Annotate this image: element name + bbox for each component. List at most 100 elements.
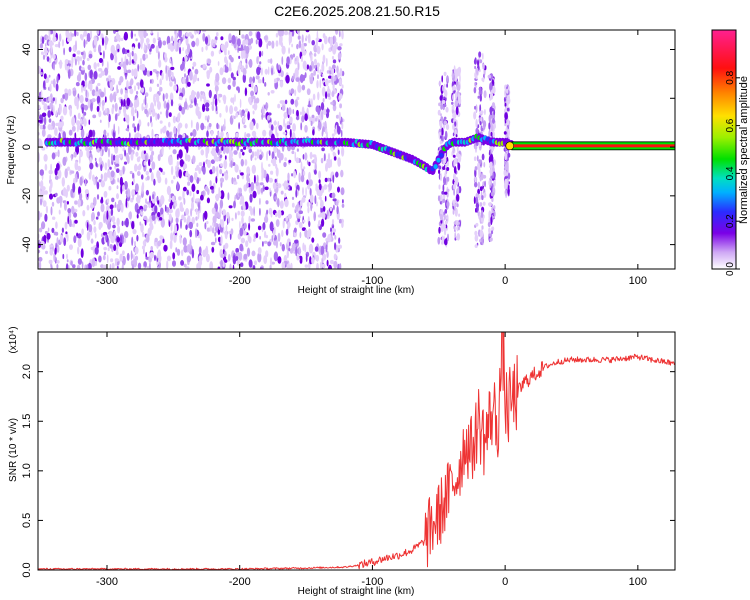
noise-blob [248, 215, 251, 223]
noise-blob [311, 237, 315, 243]
noise-blob [106, 254, 109, 264]
noise-blob [251, 164, 256, 174]
noise-blob [249, 121, 254, 131]
noise-blob [63, 237, 67, 247]
noise-blob [504, 112, 508, 120]
noise-blob [301, 42, 305, 52]
noise-blob [308, 100, 311, 108]
noise-blob [219, 177, 225, 183]
noise-blob [183, 216, 187, 223]
noise-blob [140, 39, 143, 50]
noise-blob [132, 172, 135, 179]
noise-blob [280, 70, 284, 78]
noise-blob [225, 224, 228, 232]
noise-blob [331, 133, 335, 137]
noise-blob [136, 234, 139, 242]
noise-blob [154, 254, 156, 261]
noise-blob [444, 89, 448, 98]
noise-blob [329, 36, 334, 46]
noise-blob [336, 65, 339, 74]
noise-blob [320, 245, 325, 256]
noise-blob [261, 106, 264, 115]
noise-blob [236, 174, 240, 180]
noise-blob [215, 175, 218, 184]
x-tick-label: -100 [361, 576, 383, 588]
noise-blob [488, 217, 491, 224]
noise-blob [88, 119, 91, 125]
noise-blob [490, 107, 494, 112]
noise-blob [215, 110, 219, 115]
noise-blob [237, 87, 240, 94]
noise-blob [130, 250, 133, 261]
noise-blob [48, 74, 51, 78]
noise-blob [64, 91, 69, 101]
noise-blob [77, 125, 81, 130]
noise-blob [38, 249, 41, 254]
noise-blob [320, 110, 324, 121]
noise-blob [292, 123, 296, 132]
noise-blob [313, 70, 316, 76]
noise-blob [126, 97, 131, 107]
noise-blob [157, 101, 161, 110]
noise-blob [338, 218, 342, 224]
spectrogram-x-ticks: -300 -200 -100 0 100 [96, 30, 647, 287]
noise-blob [87, 64, 92, 71]
noise-blob [170, 99, 174, 107]
noise-blob [149, 168, 152, 173]
noise-blob [200, 91, 203, 95]
noise-blob [445, 106, 449, 113]
noise-blob [339, 103, 342, 109]
noise-blob [330, 43, 332, 48]
noise-blob [279, 242, 282, 247]
noise-blob [86, 32, 91, 42]
noise-blob [268, 177, 273, 183]
noise-blob [194, 167, 198, 172]
noise-blob [489, 237, 493, 242]
noise-blob [325, 57, 328, 67]
noise-blob [296, 30, 300, 34]
noise-blob [323, 206, 326, 212]
noise-blob [321, 218, 325, 227]
noise-blob [294, 239, 299, 244]
noise-blob [262, 76, 265, 84]
noise-blob [302, 154, 305, 160]
noise-blob [288, 89, 291, 96]
noise-blob [207, 115, 210, 121]
noise-blob [136, 110, 139, 119]
snr-plot-area [38, 332, 675, 570]
noise-blob [162, 238, 165, 244]
noise-blob [80, 128, 85, 139]
noise-blob [325, 91, 328, 99]
noise-blob [481, 172, 484, 181]
noise-blob [141, 103, 144, 112]
noise-blob [168, 121, 171, 128]
noise-blob [302, 242, 305, 251]
noise-blob [152, 37, 156, 44]
noise-blob [134, 85, 136, 92]
noise-blob [102, 255, 106, 261]
noise-blob [259, 154, 263, 161]
noise-blob [97, 211, 100, 217]
noise-blob [263, 255, 268, 265]
noise-blob [173, 233, 177, 243]
noise-blob [67, 69, 71, 79]
noise-blob [267, 59, 271, 63]
noise-blob [38, 239, 41, 244]
noise-blob [194, 171, 198, 181]
noise-blob [220, 259, 224, 268]
noise-blob [321, 73, 324, 78]
noise-blob [335, 171, 339, 178]
noise-blob [304, 72, 307, 79]
noise-blob [310, 54, 313, 63]
noise-blob [475, 203, 480, 209]
noise-blob [272, 182, 277, 190]
noise-blob [159, 261, 161, 269]
noise-blob [93, 219, 96, 226]
noise-blob [443, 71, 447, 76]
noise-blob [288, 247, 291, 252]
noise-blob [251, 151, 254, 158]
noise-blob [143, 160, 147, 166]
noise-blob [455, 68, 459, 75]
noise-blob [493, 109, 496, 116]
